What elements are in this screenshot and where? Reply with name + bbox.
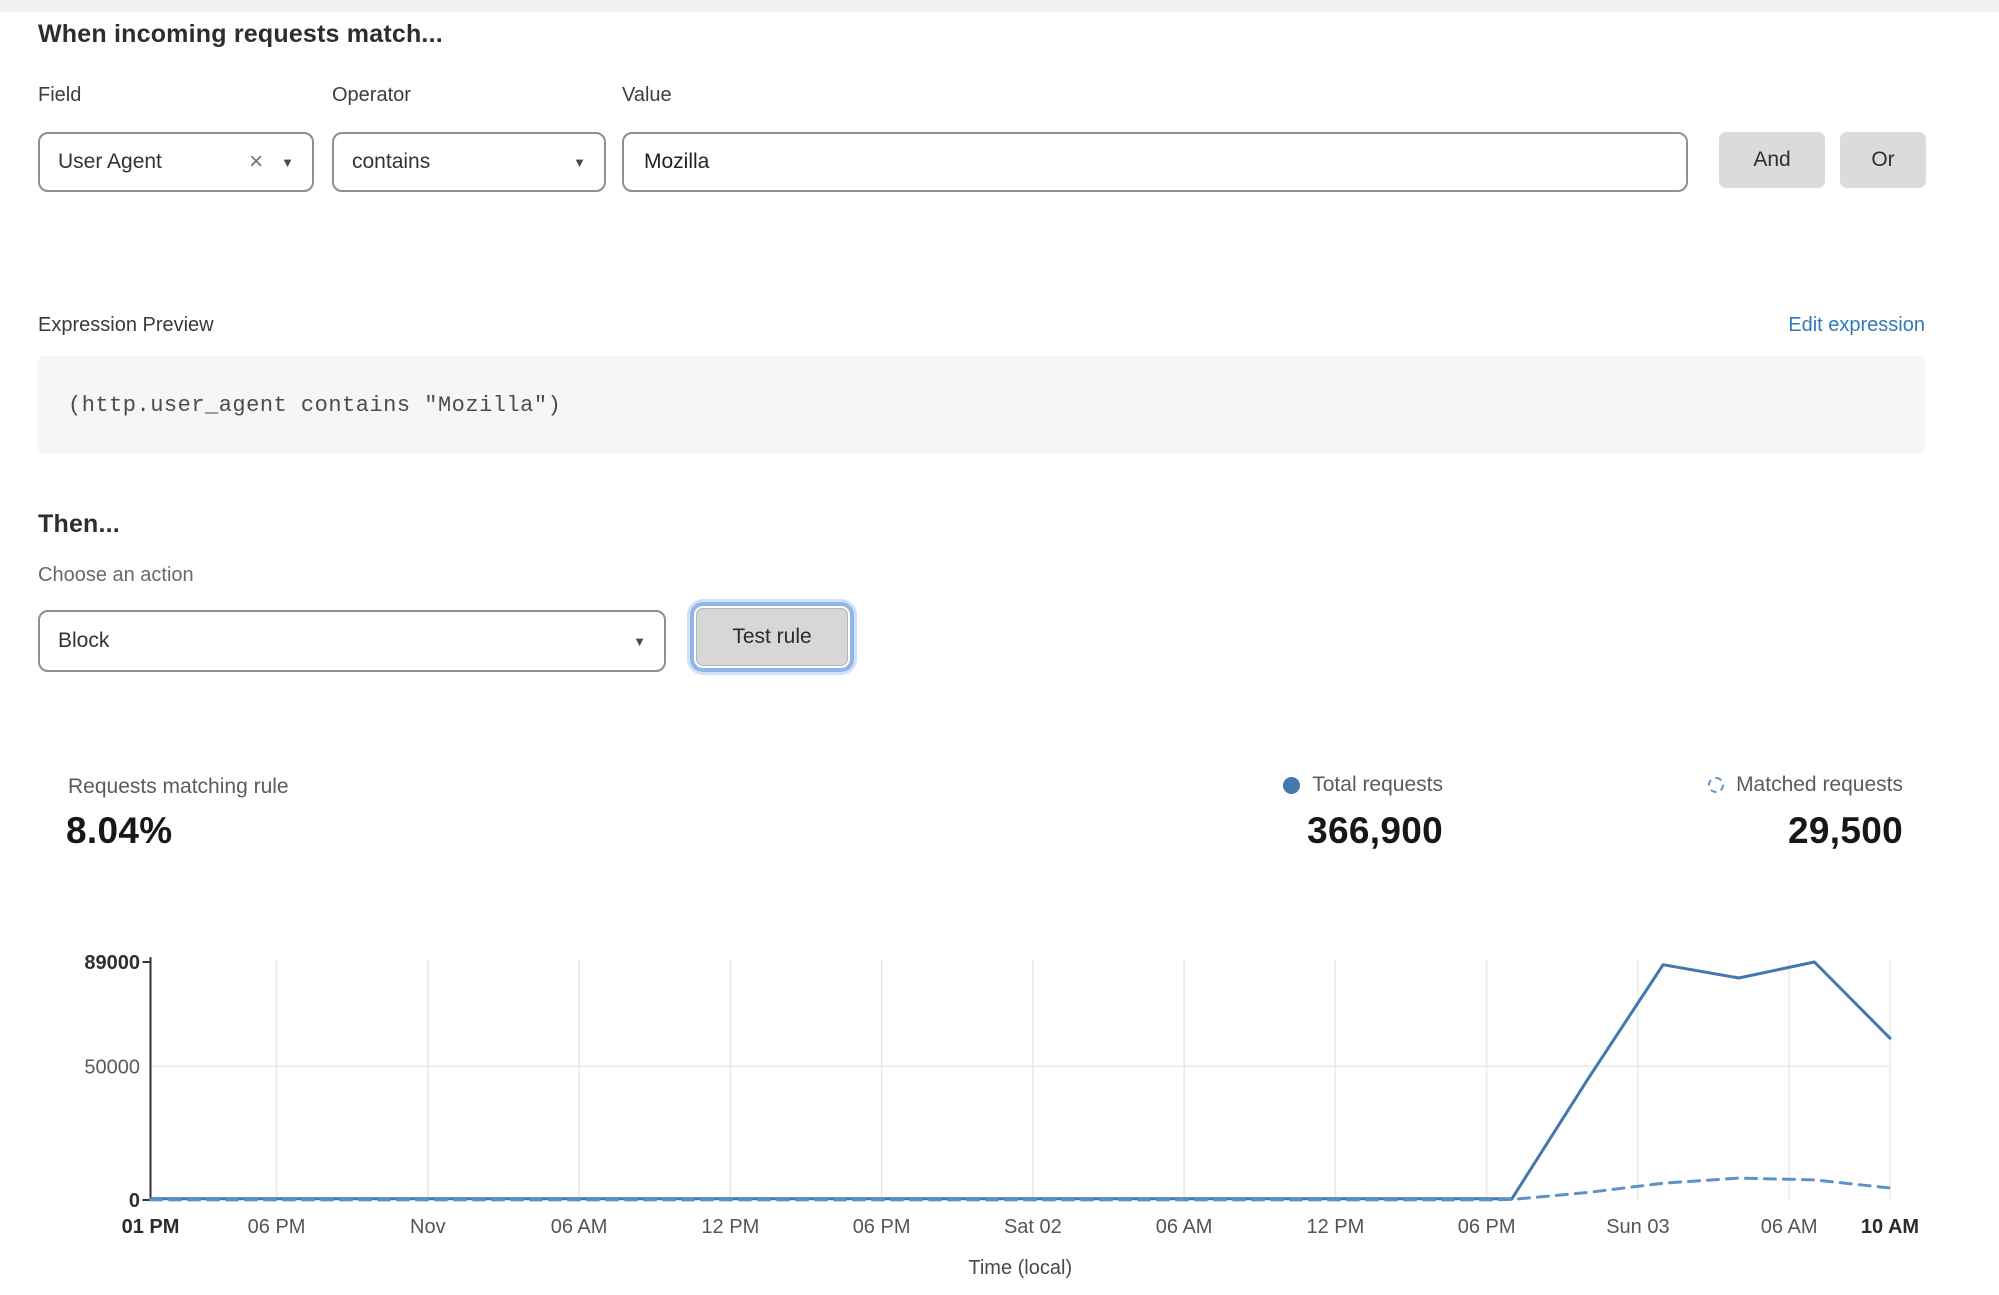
action-select[interactable]: Block ▼ xyxy=(38,610,666,672)
test-rule-button[interactable]: Test rule xyxy=(696,608,848,666)
x-tick-label: 06 PM xyxy=(248,1216,306,1238)
x-tick-label: 01 PM xyxy=(122,1216,180,1238)
chevron-down-icon: ▼ xyxy=(281,154,294,170)
x-axis-title: Time (local) xyxy=(968,1257,1072,1279)
x-tick-label: 06 PM xyxy=(1458,1216,1516,1238)
operator-select-value: contains xyxy=(352,150,431,173)
total-requests-label: Total requests xyxy=(1312,773,1443,796)
y-tick-label: 0 xyxy=(129,1190,140,1212)
field-select[interactable]: User Agent × ▼ xyxy=(38,132,314,192)
chevron-down-icon: ▼ xyxy=(633,633,646,649)
choose-action-label: Choose an action xyxy=(38,564,194,586)
operator-label: Operator xyxy=(332,84,411,106)
x-tick-label: 12 PM xyxy=(701,1216,759,1238)
y-tick-label: 50000 xyxy=(84,1056,140,1078)
expression-code: (http.user_agent contains "Mozilla") xyxy=(68,392,562,418)
x-tick-label: 06 AM xyxy=(551,1216,608,1238)
field-select-value: User Agent xyxy=(58,150,162,173)
legend-matched-requests: Matched requests xyxy=(1708,773,1903,797)
x-tick-label: Nov xyxy=(410,1216,446,1238)
match-heading: When incoming requests match... xyxy=(38,20,443,48)
x-tick-label: Sat 02 xyxy=(1004,1216,1062,1238)
y-tick-label: 89000 xyxy=(84,952,140,974)
x-tick-label: 06 AM xyxy=(1761,1216,1818,1238)
expression-preview-box: (http.user_agent contains "Mozilla") xyxy=(38,356,1925,454)
action-select-value: Block xyxy=(58,629,110,652)
field-label: Field xyxy=(38,84,82,106)
or-button[interactable]: Or xyxy=(1840,132,1926,188)
edit-expression-link[interactable]: Edit expression xyxy=(1788,314,1925,336)
x-tick-label: 06 AM xyxy=(1156,1216,1213,1238)
chart-line-matched-requests xyxy=(149,1176,1892,1202)
matched-requests-circle-icon xyxy=(1708,777,1725,793)
expression-preview-label: Expression Preview xyxy=(38,314,214,336)
value-input[interactable] xyxy=(622,132,1688,192)
x-tick-label: Sun 03 xyxy=(1606,1216,1669,1238)
requests-over-time-chart: 0 50000 89000 01 PM 06 PM Nov 06 AM 12 PM 06 PM S… xyxy=(84,952,1919,1279)
total-requests-dot-icon xyxy=(1283,776,1301,794)
then-heading: Then... xyxy=(38,510,120,538)
value-label: Value xyxy=(622,84,672,106)
x-tick-label: 12 PM xyxy=(1306,1216,1364,1238)
total-requests-value: 366,900 xyxy=(1307,810,1443,851)
chart-line-total-requests xyxy=(149,960,1892,1201)
legend-total-requests: Total requests xyxy=(1283,773,1443,797)
x-tick-label: 06 PM xyxy=(853,1216,911,1238)
clear-x-icon[interactable]: × xyxy=(249,148,264,175)
matched-requests-label: Matched requests xyxy=(1736,773,1903,796)
x-tick-label: 10 AM xyxy=(1861,1216,1919,1238)
operator-select[interactable]: contains ▼ xyxy=(332,132,606,192)
chevron-down-icon: ▼ xyxy=(573,154,586,170)
requests-matching-value: 8.04% xyxy=(66,810,173,851)
matched-requests-value: 29,500 xyxy=(1788,810,1903,851)
requests-matching-label: Requests matching rule xyxy=(68,775,289,798)
top-divider xyxy=(0,0,1999,12)
and-button[interactable]: And xyxy=(1719,132,1825,188)
